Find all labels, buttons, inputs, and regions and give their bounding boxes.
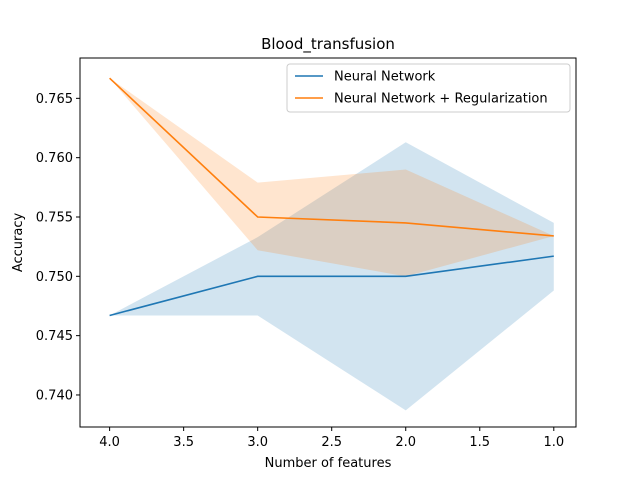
x-tick-label: 1.5: [469, 435, 490, 450]
x-tick-label: 3.0: [247, 435, 268, 450]
y-axis: 0.740 0.745 0.750 0.755 0.760 0.765: [36, 92, 80, 403]
line-series-2: [109, 77, 554, 237]
y-tick-label: 0.740: [36, 388, 73, 403]
x-axis: 4.0 3.5 3.0 2.5 2.0 1.5 1.0: [99, 427, 564, 450]
y-tick-label: 0.760: [36, 151, 73, 166]
chart-title: Blood_transfusion: [261, 35, 395, 54]
legend-box: [286, 63, 571, 113]
x-tick-label: 2.5: [321, 435, 342, 450]
line-series-1: [109, 255, 554, 317]
legend-label-1: Neural Network: [334, 70, 436, 85]
y-tick-label: 0.745: [36, 329, 73, 344]
y-axis-title: Accuracy: [11, 213, 26, 273]
y-tick-label: 0.755: [36, 210, 73, 225]
x-tick-label: 1.0: [543, 435, 564, 450]
x-tick-label: 3.5: [173, 435, 194, 450]
x-axis-title: Number of features: [265, 456, 392, 471]
plot-frame: [79, 57, 577, 428]
series-lines: [109, 77, 554, 317]
y-tick-label: 0.765: [36, 92, 73, 107]
legend: Neural Network Neural Network + Regulariz…: [286, 63, 571, 113]
legend-label-2: Neural Network + Regularization: [334, 92, 548, 107]
x-tick-label: 4.0: [99, 435, 120, 450]
x-tick-label: 2.0: [395, 435, 416, 450]
y-tick-label: 0.750: [36, 270, 73, 285]
